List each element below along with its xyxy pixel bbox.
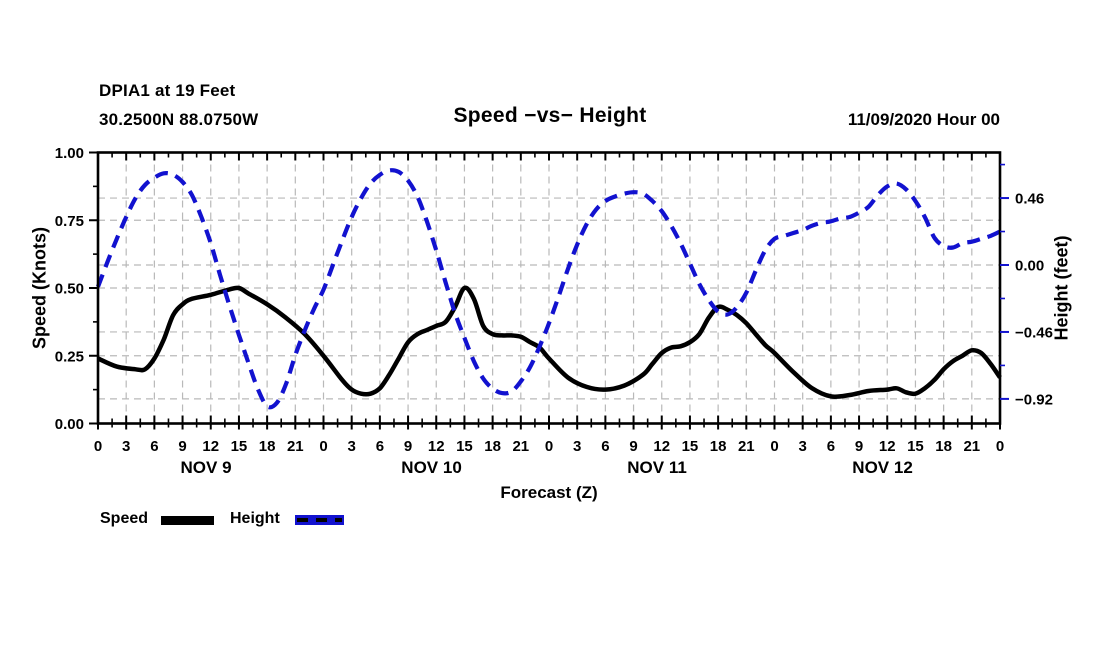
hour-tick-label: 18 — [259, 438, 276, 455]
hour-tick-label: 15 — [456, 438, 473, 455]
height-tick-label: −0.92 — [1015, 391, 1053, 408]
hour-tick-label: 9 — [855, 438, 863, 455]
hour-tick-label: 6 — [601, 438, 609, 455]
hour-tick-label: 21 — [512, 438, 529, 455]
hour-tick-label: 12 — [879, 438, 896, 455]
hour-tick-label: 0 — [996, 438, 1004, 455]
height-curve — [96, 168, 1001, 410]
hour-tick-label: 3 — [573, 438, 581, 455]
hour-tick-label: 9 — [404, 438, 412, 455]
speed-tick-label: 0.50 — [55, 281, 84, 298]
speed-tick-label: 0.75 — [55, 213, 84, 230]
hour-tick-label: 18 — [710, 438, 727, 455]
hour-tick-label: 15 — [682, 438, 699, 455]
hour-tick-label: 0 — [319, 438, 327, 455]
hour-tick-label: 0 — [770, 438, 778, 455]
height-tick-label: −0.46 — [1015, 324, 1053, 341]
hour-tick-label: 12 — [653, 438, 670, 455]
hour-tick-label: 12 — [202, 438, 219, 455]
hour-tick-label: 6 — [150, 438, 158, 455]
height-tick-label: 0.00 — [1015, 258, 1044, 275]
hour-tick-label: 12 — [428, 438, 445, 455]
x-axis-label: Forecast (Z) — [500, 483, 598, 502]
height-axis-label: Height (feet) — [1051, 235, 1072, 341]
day-label: NOV 9 — [181, 458, 232, 477]
forecast-datetime-label: 11/09/2020 Hour 00 — [847, 110, 1000, 129]
day-label: NOV 10 — [401, 458, 461, 477]
hour-tick-label: 9 — [629, 438, 637, 455]
speed-tick-label: 0.25 — [55, 348, 84, 365]
hour-tick-label: 6 — [376, 438, 384, 455]
hour-tick-label: 18 — [935, 438, 952, 455]
hour-tick-label: 3 — [348, 438, 356, 455]
hour-tick-label: 18 — [484, 438, 501, 455]
hour-tick-label: 3 — [122, 438, 130, 455]
station-id-label: DPIA1 at 19 Feet — [99, 81, 236, 100]
height-tick-label: 0.46 — [1015, 191, 1044, 208]
hour-tick-label: 0 — [545, 438, 553, 455]
hour-tick-label: 21 — [287, 438, 304, 455]
station-coords-label: 30.2500N 88.0750W — [99, 110, 259, 129]
hour-tick-label: 0 — [94, 438, 102, 455]
day-label: NOV 11 — [627, 458, 687, 477]
hour-tick-label: 9 — [178, 438, 186, 455]
speed-tick-label: 0.00 — [55, 416, 84, 433]
hour-tick-label: 6 — [827, 438, 835, 455]
hour-tick-label: 15 — [907, 438, 924, 455]
chart-title: Speed −vs− Height — [453, 104, 647, 127]
hour-tick-label: 15 — [231, 438, 248, 455]
hour-tick-label: 21 — [963, 438, 980, 455]
hour-tick-label: 21 — [738, 438, 755, 455]
day-label: NOV 12 — [852, 458, 912, 477]
speed-axis-label: Speed (Knots) — [29, 226, 50, 350]
speed-tick-label: 1.00 — [55, 145, 84, 162]
speed-curve — [97, 285, 1002, 400]
hour-tick-label: 3 — [799, 438, 807, 455]
